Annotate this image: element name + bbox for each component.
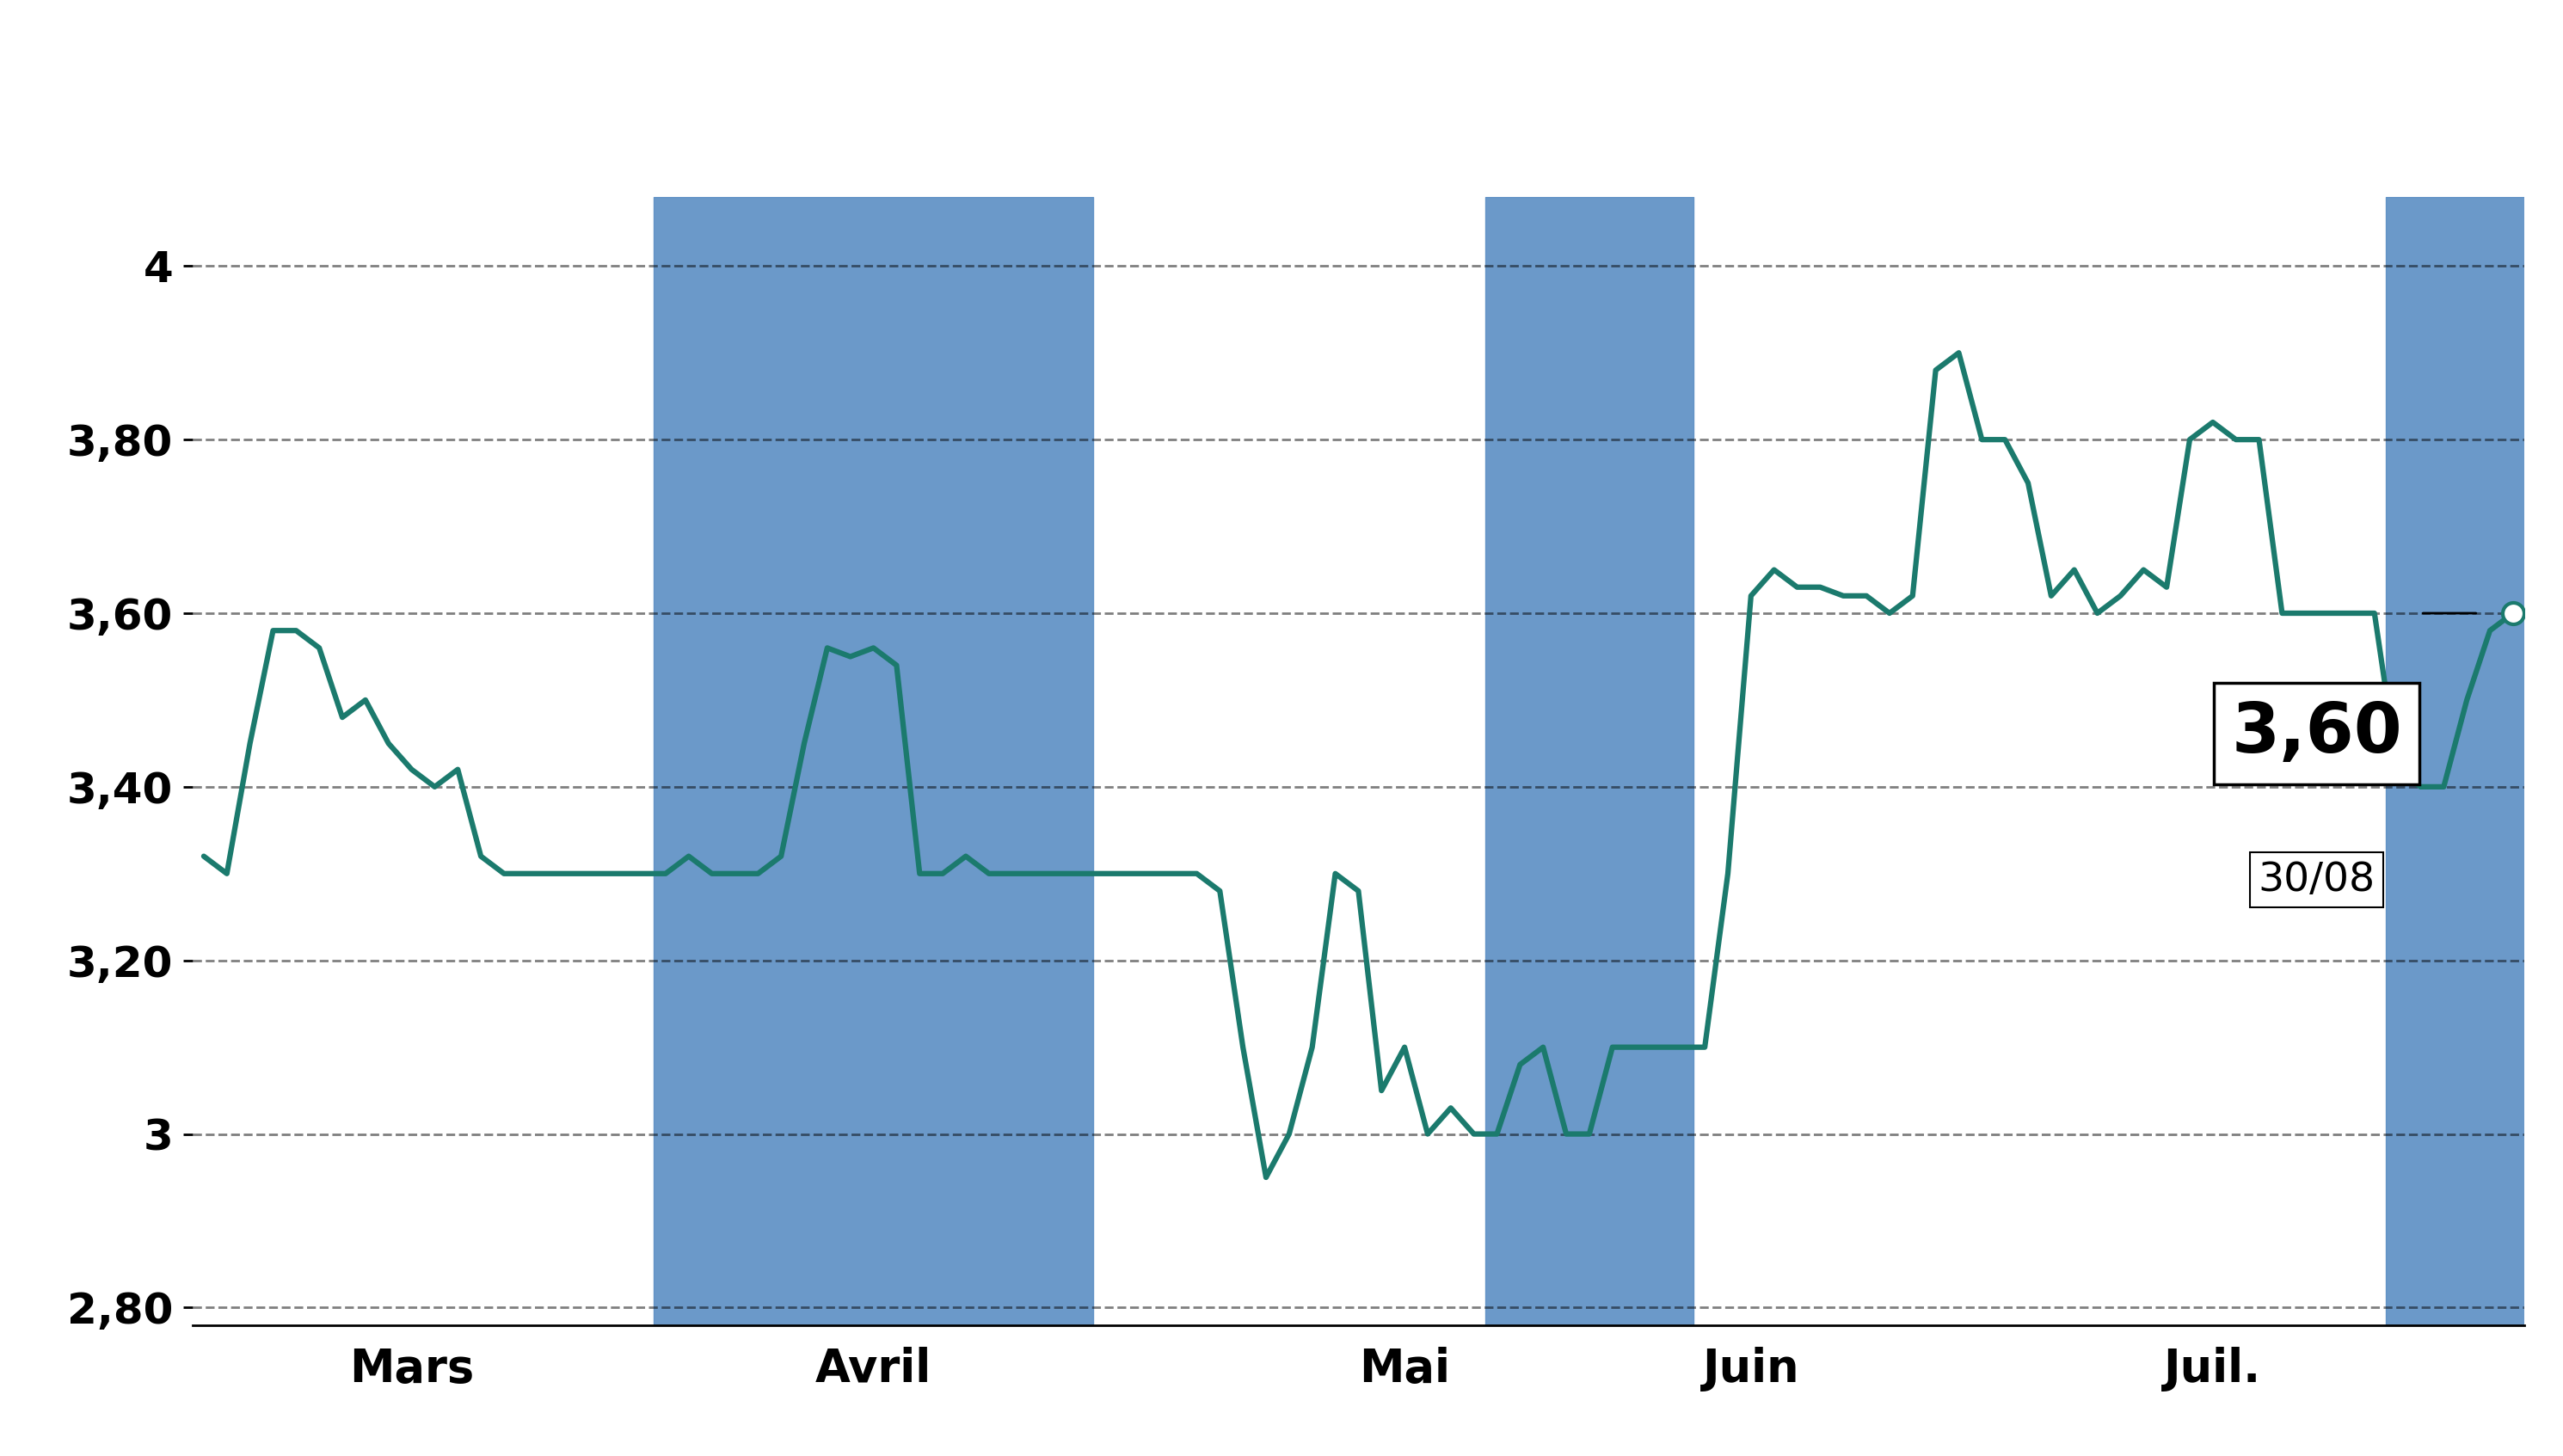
Text: 3,60: 3,60 (2232, 700, 2402, 767)
Bar (1487, 197, 1694, 1325)
Bar (654, 197, 1092, 1325)
Bar (2386, 197, 2548, 1325)
Text: ELECT. MADAGASCAR: ELECT. MADAGASCAR (566, 26, 1997, 141)
Text: 30/08: 30/08 (2258, 860, 2376, 900)
